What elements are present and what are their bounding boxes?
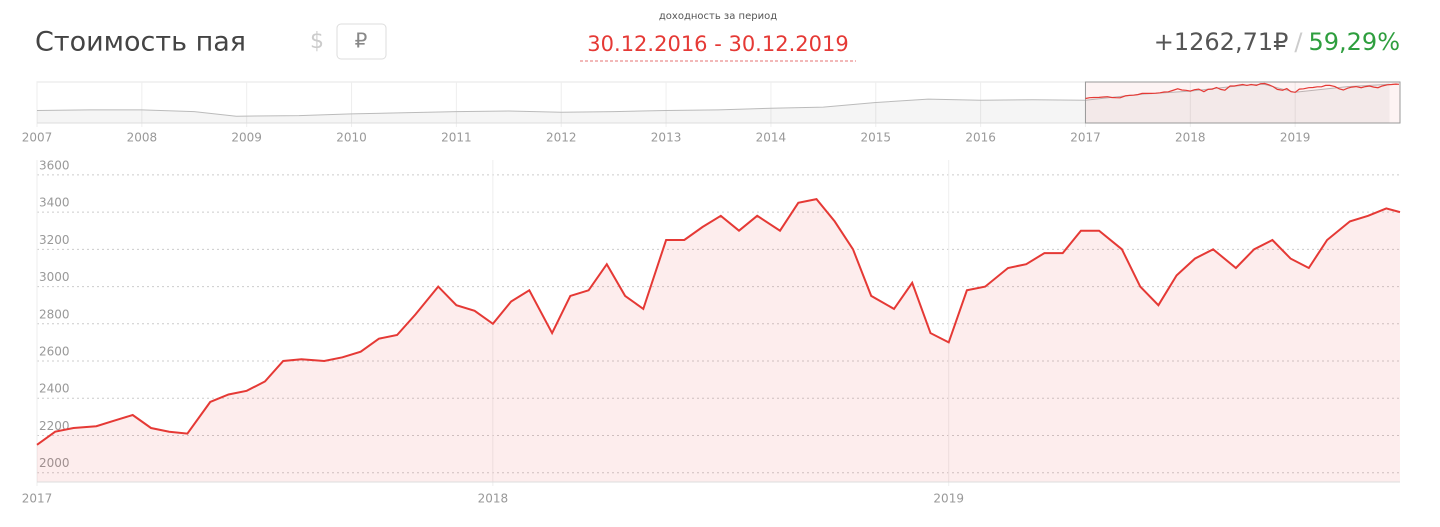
y-tick-label: 2000 [39,456,70,470]
title: Стоимость пая [35,27,246,58]
x-tick-label: 2014 [756,131,787,145]
x-tick-label: 2012 [546,131,577,145]
area-fill [37,84,1390,123]
x-tick-label: 2016 [965,131,996,145]
x-tick-label: 2019 [933,492,964,506]
x-tick-label: 2007 [22,131,53,145]
gain-summary: +1262,71₽/59,29% [1154,28,1400,56]
line [36,83,1390,117]
x-tick-label: 2017 [22,492,53,506]
x-tick-label: 2011 [441,131,472,145]
x-tick-label: 2013 [651,131,682,145]
x-tick-label: 2008 [127,131,158,145]
y-tick-label: 2800 [39,307,70,321]
y-tick-label: 3200 [39,233,70,247]
period[interactable]: 30.12.2016 - 30.12.2019 [587,32,848,56]
x-tick-label: 2015 [860,131,891,145]
x-tick-label: 2018 [1175,131,1206,145]
currency-usd[interactable]: $ [310,29,324,54]
gain-pct: 59,29% [1308,28,1400,56]
navigator-selection [1084,81,1401,124]
x-tick-label: 2018 [478,492,509,506]
currency-rub-button[interactable] [336,23,387,60]
x-tick-label: 2017 [1070,131,1101,145]
y-tick-label: 3400 [39,196,70,210]
gain: +1262,71₽ [1154,28,1289,56]
currency-rub[interactable]: ₽ [355,29,368,53]
y-tick-label: 2400 [39,382,70,396]
separator: / [1294,28,1303,56]
area-fill [37,199,1400,482]
x-tick-label: 2010 [336,131,367,145]
navigator-selected-line [1085,82,1400,100]
y-tick-label: 3600 [39,158,70,172]
x-tick-label: 2009 [231,131,262,145]
period-caption: доходность за период [659,11,777,22]
y-tick-label: 3000 [39,270,70,284]
y-tick-label: 2600 [39,345,70,359]
x-tick-label: 2019 [1280,131,1311,145]
line [36,197,1401,446]
